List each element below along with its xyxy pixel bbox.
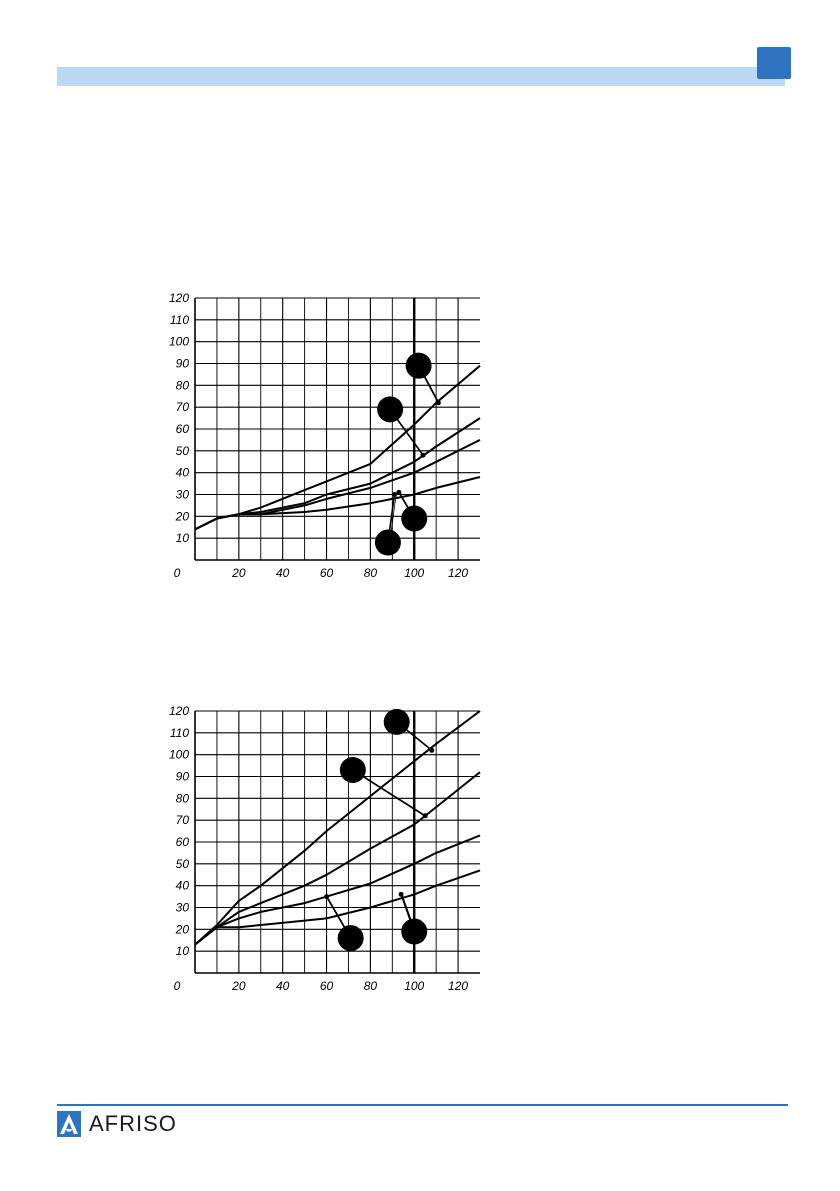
x-tick-label: 0 [174,979,181,993]
series-line-4 [194,364,481,531]
series-line-1 [194,476,481,531]
y-tick-label: 40 [176,466,190,480]
y-tick-label: 50 [176,444,190,458]
y-tick-label: 20 [175,509,190,523]
x-tick-label: 100 [404,566,424,580]
chart-upper-svg: 10 20 30 40 50 60 70 80 90 100 110 120 0 20 40 60 80 100 1… [169,291,481,580]
x-tick-label: 60 [320,979,334,993]
y-tick-label: 40 [176,879,190,893]
x-tick-label: 80 [364,979,378,993]
x-tick-label: 120 [448,566,468,580]
chart-upper: 10 20 30 40 50 60 70 80 90 100 110 120 0 20 40 60 80 100 1… [150,290,490,590]
y-tick-label: 20 [175,922,190,936]
series-line-2 [194,834,481,946]
y-tick-label: 10 [176,531,190,545]
marker-badge [383,708,410,735]
x-tick-label: 120 [448,979,468,993]
chart-lower: 10 20 30 40 50 60 70 80 90 100 110 120 0 20 40 60 80 100 1… [150,703,490,1003]
marker-leader-shadow [354,771,427,818]
y-tick-label: 60 [176,835,190,849]
y-tick-label: 120 [169,291,189,305]
y-tick-label: 70 [176,400,190,414]
marker-badge [374,529,401,556]
x-tick-label: 40 [276,979,290,993]
y-tick-label: 10 [176,944,190,958]
x-tick-label: 100 [404,979,424,993]
marker-badge [377,396,404,423]
marker-point [324,894,330,900]
marker-badge [401,505,428,532]
y-tick-label: 50 [176,857,190,871]
marker-badge [337,925,364,952]
header-bar [57,67,785,86]
marker-point [420,452,426,458]
marker-point [396,489,402,495]
section-tab-marker [757,47,791,79]
y-tick-label: 30 [176,488,190,502]
y-tick-label: 90 [176,770,190,784]
marker-leader-line [352,769,426,817]
series-line-4 [194,710,481,946]
x-tick-label: 0 [174,566,181,580]
y-tick-label: 100 [169,748,189,762]
y-tick-label: 80 [176,791,190,805]
y-tick-label: 100 [169,335,189,349]
y-tick-label: 60 [176,422,190,436]
marker-point [435,400,441,406]
x-tick-label: 80 [364,566,378,580]
series-line-3 [194,417,481,531]
y-tick-label: 80 [176,378,190,392]
marker-badge [401,918,428,945]
marker-badge [339,756,366,783]
series-line-1 [194,869,481,946]
marker-badge [405,352,432,379]
x-tick-label: 20 [231,979,246,993]
y-tick-label: 120 [169,704,189,718]
marker-point [429,747,435,753]
y-tick-label: 90 [176,357,190,371]
y-tick-label: 30 [176,901,190,915]
marker-point [392,492,397,497]
afriso-logo: AFRISO [57,1111,177,1137]
afriso-triangle-logo-icon [57,1111,81,1137]
x-tick-label: 20 [231,566,246,580]
footer-divider [57,1104,788,1106]
brand-name: AFRISO [89,1111,177,1136]
x-tick-label: 40 [276,566,290,580]
x-tick-label: 60 [320,566,334,580]
chart-lower-svg: 10 20 30 40 50 60 70 80 90 100 110 120 0 20 40 60 80 100 1… [169,704,481,993]
y-tick-label: 110 [170,726,189,740]
marker-point [422,813,428,819]
y-tick-label: 70 [176,813,190,827]
y-tick-label: 110 [170,313,189,327]
marker-point [398,891,404,897]
